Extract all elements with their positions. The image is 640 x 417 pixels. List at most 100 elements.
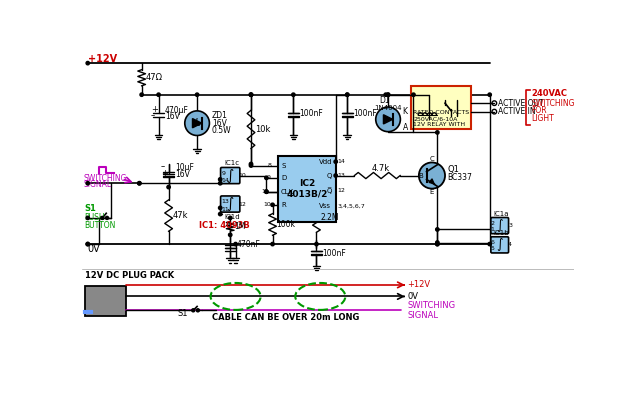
Circle shape (86, 216, 90, 220)
Text: 6: 6 (490, 240, 494, 245)
Text: 47Ω: 47Ω (145, 73, 163, 82)
Circle shape (86, 61, 90, 65)
Text: K: K (403, 107, 408, 116)
Text: SWITCHING: SWITCHING (531, 99, 575, 108)
Text: 100nF: 100nF (353, 109, 377, 118)
Text: D: D (281, 175, 286, 181)
Text: S1: S1 (84, 204, 96, 213)
Text: +12V: +12V (407, 280, 431, 289)
Text: 100nF: 100nF (300, 109, 323, 118)
Circle shape (86, 242, 90, 246)
Text: –: – (161, 162, 165, 171)
Circle shape (412, 93, 415, 96)
Circle shape (265, 176, 268, 180)
Text: S: S (281, 163, 285, 168)
Circle shape (218, 178, 222, 181)
Text: 13: 13 (221, 199, 230, 204)
Circle shape (346, 93, 349, 96)
Text: ZD1: ZD1 (212, 111, 228, 120)
Circle shape (488, 93, 492, 96)
Text: 0.5W: 0.5W (212, 126, 231, 136)
Text: B: B (418, 173, 423, 178)
Text: ∫: ∫ (227, 197, 234, 211)
Circle shape (228, 216, 232, 220)
Text: 10k: 10k (255, 125, 270, 134)
Text: 14: 14 (337, 159, 345, 164)
Text: ∫: ∫ (497, 219, 503, 232)
Text: 10μF: 10μF (175, 163, 194, 172)
Text: 16V: 16V (175, 169, 189, 178)
Circle shape (387, 93, 390, 96)
Polygon shape (383, 115, 393, 124)
Circle shape (436, 242, 439, 246)
Text: 12: 12 (337, 188, 345, 193)
Text: 11: 11 (261, 189, 269, 194)
Text: RATED CONTACTS: RATED CONTACTS (413, 110, 470, 115)
Text: 2: 2 (490, 221, 495, 226)
Text: 470nF: 470nF (236, 240, 260, 249)
Circle shape (436, 241, 439, 244)
Text: 9: 9 (267, 176, 271, 181)
Text: 3,4,5,6,7: 3,4,5,6,7 (337, 204, 365, 209)
Circle shape (196, 309, 200, 312)
Text: 240VAC: 240VAC (531, 89, 567, 98)
FancyBboxPatch shape (491, 218, 509, 234)
Text: 14: 14 (221, 178, 230, 183)
Text: SWITCHING
SIGNAL: SWITCHING SIGNAL (407, 301, 456, 320)
Text: 47k: 47k (172, 211, 188, 220)
Circle shape (384, 93, 387, 96)
Text: 5: 5 (490, 246, 494, 251)
Text: PUSH: PUSH (84, 214, 104, 222)
Text: 13: 13 (337, 173, 345, 178)
Bar (411, 86, 471, 128)
Circle shape (192, 309, 195, 312)
Circle shape (292, 93, 295, 96)
Text: 1M: 1M (234, 222, 245, 231)
Circle shape (86, 181, 90, 185)
Text: IC2
4013B/2: IC2 4013B/2 (286, 179, 328, 199)
Text: R: R (281, 202, 286, 208)
Text: 1: 1 (490, 227, 494, 232)
Circle shape (250, 164, 253, 167)
Text: 0V: 0V (88, 244, 100, 254)
Text: FOR: FOR (531, 106, 547, 116)
Circle shape (265, 190, 268, 193)
Text: L: L (195, 118, 200, 128)
Circle shape (218, 206, 222, 210)
Circle shape (346, 93, 349, 96)
Text: Q1: Q1 (447, 165, 460, 174)
Text: +: + (151, 105, 158, 114)
Text: A: A (403, 123, 408, 131)
Circle shape (218, 212, 222, 216)
Circle shape (265, 190, 268, 193)
Text: 3: 3 (508, 223, 512, 228)
Circle shape (436, 131, 439, 134)
Circle shape (86, 242, 90, 246)
FancyBboxPatch shape (491, 237, 509, 253)
Text: IC1: 4093B: IC1: 4093B (198, 221, 250, 230)
Text: Vss: Vss (319, 203, 331, 209)
Text: 16V: 16V (212, 119, 227, 128)
Text: 12V RELAY WITH: 12V RELAY WITH (413, 122, 465, 127)
Text: LIGHT: LIGHT (531, 114, 554, 123)
Text: 4: 4 (508, 242, 512, 247)
Text: ACTIVE OUT: ACTIVE OUT (498, 99, 544, 108)
Text: ∫: ∫ (227, 168, 234, 183)
Text: 11: 11 (221, 207, 230, 212)
Text: 470μF: 470μF (164, 106, 189, 115)
Circle shape (218, 181, 222, 185)
Circle shape (315, 242, 318, 246)
Text: IC1b: IC1b (493, 230, 509, 236)
Text: ∫: ∫ (497, 239, 503, 251)
Text: BC337: BC337 (447, 173, 472, 181)
Circle shape (376, 107, 401, 132)
Circle shape (488, 242, 492, 246)
Text: 10: 10 (263, 202, 271, 207)
Circle shape (436, 242, 439, 246)
Text: SIGNAL: SIGNAL (84, 180, 112, 189)
Circle shape (185, 111, 209, 136)
Text: D1: D1 (379, 95, 390, 105)
Text: Vdd: Vdd (319, 159, 332, 165)
Text: E: E (429, 189, 434, 196)
Text: 10: 10 (239, 173, 246, 178)
